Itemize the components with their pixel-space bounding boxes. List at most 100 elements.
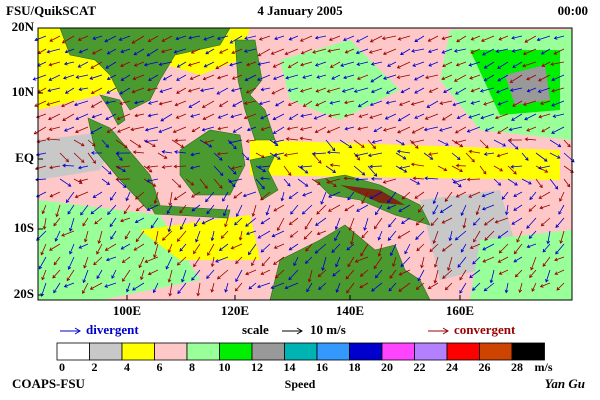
wind-arrow [473, 230, 481, 243]
wind-arrow [54, 230, 61, 242]
wind-arrow [320, 191, 327, 205]
wind-arrow [470, 100, 481, 105]
wind-arrow [152, 282, 159, 294]
wind-arrow [161, 230, 173, 241]
wind-arrow [67, 256, 75, 270]
wind-arrow [332, 269, 341, 277]
wind-arrow [335, 256, 341, 268]
wind-arrow [374, 204, 383, 216]
wind-arrow [120, 74, 131, 81]
wind-arrow [245, 217, 257, 227]
wind-arrow [459, 282, 467, 294]
legend-convergent: convergent [454, 322, 516, 337]
wind-arrow [361, 230, 369, 239]
wind-arrow [537, 87, 551, 93]
wind-arrow [270, 282, 285, 289]
wind-arrow [63, 126, 75, 132]
wind-arrow [260, 243, 271, 253]
wind-arrow [131, 87, 145, 94]
wind-arrow [146, 178, 159, 183]
wind-arrow [133, 243, 145, 251]
wind-arrow [551, 100, 565, 107]
wind-arrow [360, 243, 369, 257]
wind-arrow [314, 35, 327, 40]
wind-arrow [514, 269, 523, 278]
color-box [154, 342, 188, 361]
wind-arrow [381, 35, 397, 41]
wind-arrow [243, 48, 257, 53]
wind-arrow [48, 74, 61, 81]
wind-arrow [143, 61, 159, 67]
wind-arrow [176, 256, 187, 266]
wind-arrow [272, 126, 285, 134]
wind-arrow [83, 256, 89, 269]
wind-arrow [397, 126, 411, 134]
lon-label: 100E [113, 303, 141, 318]
wind-arrow [538, 74, 551, 82]
wind-arrow [326, 178, 341, 184]
wind-arrow [134, 217, 145, 224]
wind-arrow [176, 61, 187, 68]
wind-arrow [504, 282, 509, 294]
lat-label: 20N [12, 19, 35, 34]
wind-arrow [513, 256, 523, 263]
wind-arrow [526, 217, 537, 229]
wind-arrow [135, 204, 145, 212]
wind-arrow [82, 217, 89, 227]
land [234, 39, 276, 141]
wind-arrow [90, 126, 103, 134]
wind-arrow [428, 152, 439, 157]
wind-arrow [222, 204, 229, 217]
wind-arrow [92, 48, 103, 55]
wind-arrow [229, 35, 243, 44]
wind-arrow [327, 204, 341, 212]
wind-arrow [260, 217, 271, 225]
wind-arrow [238, 230, 243, 241]
wind-arrow [504, 204, 509, 216]
wind-arrow [497, 61, 509, 69]
colorbar-tick: 16 [316, 360, 328, 374]
wind-arrow [356, 61, 369, 66]
wind-arrow [203, 35, 215, 41]
wind-arrow [115, 152, 123, 161]
wind-arrow [430, 217, 439, 227]
wind-arrow [551, 87, 565, 93]
wind-arrow [469, 74, 481, 80]
wind-arrow [248, 282, 257, 290]
wind-arrow [524, 35, 537, 43]
wind-arrow [328, 191, 341, 198]
wind-arrow [511, 217, 523, 225]
wind-arrow [542, 256, 551, 267]
wind-arrow [167, 217, 173, 233]
wind-arrow [244, 35, 257, 40]
wind-arrow [428, 61, 439, 67]
wind-arrow [189, 74, 201, 81]
wind-arrow [146, 204, 159, 211]
wind-arrow [90, 151, 103, 155]
wind-arrow [480, 113, 495, 120]
wind-arrow [454, 139, 467, 145]
wind-arrow [90, 100, 103, 108]
wind-arrow [468, 149, 481, 154]
wind-arrow [357, 126, 369, 131]
wind-arrow [382, 178, 397, 184]
wind-arrow [384, 113, 397, 120]
wind-arrow [529, 269, 537, 278]
wind-arrow [106, 87, 117, 94]
wind-arrow [199, 178, 208, 189]
wind-arrow [493, 139, 507, 147]
wind-arrow [62, 113, 75, 121]
wind-arrow [153, 230, 159, 246]
wind-arrow [177, 282, 187, 295]
wind-arrow [248, 243, 257, 256]
wind-arrow [316, 230, 327, 236]
wind-arrow [410, 139, 425, 145]
wind-arrow [106, 74, 117, 80]
wind-arrow [217, 126, 229, 131]
legend-arrow [60, 327, 81, 335]
wind-arrow [196, 282, 201, 297]
wind-arrow [315, 217, 327, 226]
wind-arrow [373, 126, 383, 133]
wind-arrow [528, 204, 537, 212]
wind-arrow [115, 139, 128, 149]
